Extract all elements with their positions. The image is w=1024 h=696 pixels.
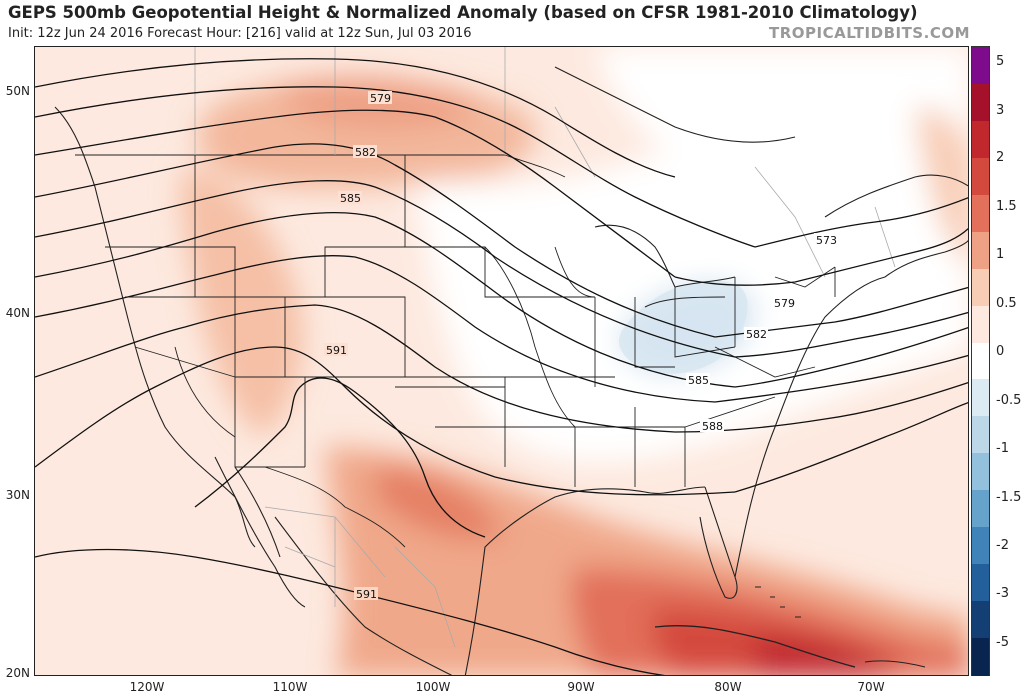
contour-label: 573 (816, 234, 837, 247)
colorbar-segment (972, 268, 989, 307)
lon-label: 120W (129, 680, 165, 694)
contour-label: 588 (702, 420, 723, 433)
colorbar-segment (972, 601, 989, 640)
lon-label: 100W (415, 680, 451, 694)
header: GEPS 500mb Geopotential Height & Normali… (0, 0, 1024, 46)
colorbar-segment (972, 231, 989, 270)
colorbar-segment (972, 194, 989, 233)
contour-label-bg (354, 587, 378, 600)
anomaly-map: 579 582 585 591 573 579 582 585 588 591 (34, 46, 969, 676)
lat-label: 40N (5, 306, 30, 320)
contour-label-bg (686, 373, 710, 386)
contour-label-bg (338, 191, 362, 204)
state-borders (75, 154, 836, 548)
colorbar-segment (972, 379, 989, 418)
contour-label-bg (368, 91, 392, 104)
colorbar-segment (972, 453, 989, 492)
colorbar-segment (972, 416, 989, 455)
province-borders (194, 47, 896, 648)
lat-label: 20N (5, 666, 30, 680)
contour-label: 585 (688, 374, 709, 387)
colorbar-segment (972, 157, 989, 196)
colorbar-segment (972, 120, 989, 159)
colorbar-tick-label: 3 (996, 103, 1005, 118)
colorbar-segment (972, 47, 989, 85)
colorbar-tick-label: 5 (996, 54, 1005, 69)
contour-label-bg (772, 296, 796, 309)
contour-label: 579 (774, 297, 795, 310)
contour-label-bg (324, 343, 348, 356)
colorbar-tick-label: 1.5 (996, 199, 1017, 214)
colorbar-segment (972, 564, 989, 603)
lon-label: 80W (714, 680, 742, 694)
contour-label: 582 (355, 146, 376, 159)
colorbar-tick-label: 1 (996, 247, 1005, 262)
colorbar-tick-label: -0.5 (996, 393, 1022, 408)
brand-link[interactable]: TROPICALTIDBITS.COM (769, 24, 970, 42)
contour-label: 582 (746, 328, 767, 341)
contour-label-bg (744, 327, 768, 340)
contour-labels: 579 582 585 591 573 579 582 585 588 591 (324, 91, 838, 601)
lon-label: 70W (857, 680, 885, 694)
colorbar-tick-label: -1 (996, 441, 1009, 456)
lon-label: 90W (567, 680, 595, 694)
contour-label: 591 (356, 588, 377, 601)
colorbar-tick-label: -3 (996, 586, 1009, 601)
map-title: GEPS 500mb Geopotential Height & Normali… (8, 3, 918, 22)
contour-label: 579 (370, 92, 391, 105)
colorbar-tick-label: -5 (996, 635, 1009, 650)
colorbar-tick-label: -2 (996, 538, 1009, 553)
colorbar-tick-label: 0 (996, 344, 1005, 359)
map-svg: 579 582 585 591 573 579 582 585 588 591 (35, 47, 968, 675)
map-subtitle: Init: 12z Jun 24 2016 Forecast Hour: [21… (8, 26, 472, 41)
lat-label: 50N (5, 84, 30, 98)
lat-label: 30N (5, 488, 30, 502)
contour-label-bg (814, 233, 838, 246)
colorbar-segment (972, 527, 989, 566)
contour-label-bg (353, 145, 377, 158)
contour-label: 585 (340, 192, 361, 205)
anomaly-shading (180, 47, 968, 675)
colorbar-segment (972, 305, 989, 344)
colorbar-segment (972, 342, 989, 381)
lon-label: 110W (272, 680, 308, 694)
colorbar-tick-label: -1.5 (996, 490, 1022, 505)
contour-label-bg (700, 419, 724, 432)
colorbar-tick-label: 2 (996, 150, 1005, 165)
colorbar-segment (972, 490, 989, 529)
coastlines (54, 66, 968, 675)
contour-label: 591 (326, 344, 347, 357)
colorbar-tick-label: 0.5 (996, 296, 1017, 311)
colorbar-segment (972, 638, 989, 676)
colorbar (971, 46, 990, 676)
colorbar-segment (972, 83, 989, 122)
